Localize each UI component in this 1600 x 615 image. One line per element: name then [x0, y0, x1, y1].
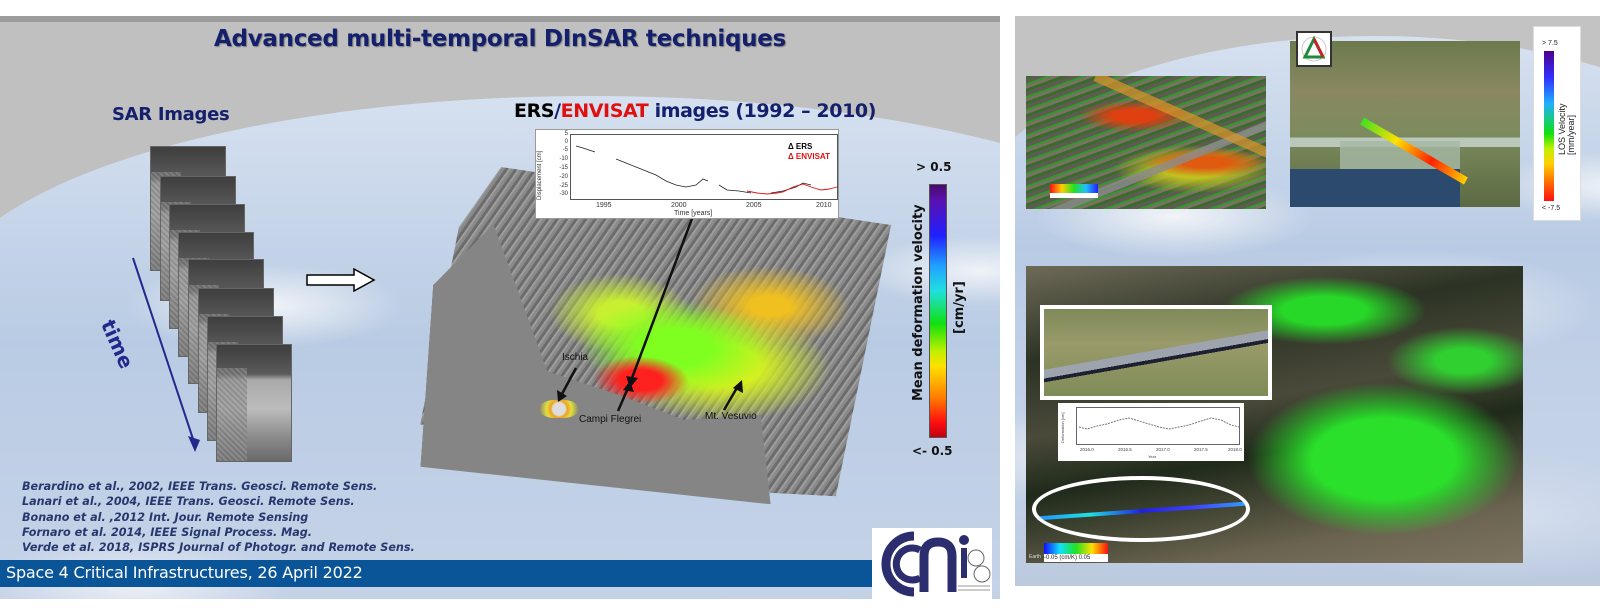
cnr-irea-logo	[872, 528, 992, 599]
y-tick: -20	[559, 174, 568, 180]
displacement-time-series-chart: Displacement [cm] 5 0 -5 -10 -15 -20 -25…	[535, 129, 839, 219]
campi-flegrei-label: Campi Flegrei	[579, 414, 642, 425]
colorbar-title: Mean deformation velocity	[911, 204, 926, 401]
legend-envisat: Δ ENVISAT	[787, 152, 830, 161]
y-tick: -25	[559, 183, 568, 189]
los-min-label: < -7.5	[1542, 205, 1561, 212]
ers-label: ERS	[514, 100, 555, 122]
institution-logo	[1296, 31, 1332, 67]
viaduct-photo	[1044, 309, 1268, 396]
highway-interchange-image	[1026, 76, 1266, 209]
chart-x-label: Time [years]	[674, 210, 713, 217]
reference-item: Bonano et al. ,2012 Int. Jour. Remote Se…	[22, 510, 309, 524]
small-chart-points	[1078, 417, 1240, 430]
envisat-label: ENVISAT	[560, 100, 649, 122]
right-slide: > 7.5 < -7.5 LOS Velocity [mm/year] Defo…	[1015, 16, 1600, 586]
references-list: Berardino et al., 2002, IEEE Trans. Geos…	[22, 479, 415, 555]
los-max-label: > 7.5	[1542, 40, 1558, 47]
viaduct-colorbar	[1044, 543, 1108, 554]
velocity-colorbar	[929, 184, 947, 438]
footer-bar: Space 4 Critical Infrastructures, 26 Apr…	[0, 560, 875, 587]
legend-ers: Δ ERS	[787, 142, 813, 151]
highway-colorbar-label	[1050, 193, 1098, 198]
viaduct-photo-inset	[1040, 305, 1272, 400]
cnr-logo-icon	[881, 531, 991, 597]
reference-item: Lanari et al., 2004, IEEE Trans. Geosci.…	[22, 495, 355, 509]
y-tick: -10	[559, 156, 568, 162]
chart-y-label: Displacement [cm]	[537, 150, 543, 200]
left-slide: Advanced multi-temporal DInSAR technique…	[0, 16, 1000, 599]
time-arrow-icon	[132, 257, 200, 452]
x-tick: 2010	[816, 202, 832, 209]
ischia-label: Ischia	[562, 352, 589, 363]
y-tick: 5	[564, 131, 568, 137]
small-chart-y-label: Deformation [cm]	[1060, 412, 1065, 443]
x-tick: 2016.0	[1080, 447, 1094, 452]
los-colorbar	[1544, 51, 1554, 201]
x-tick: 2017.5	[1194, 447, 1208, 452]
chart-legend: Δ ERS Δ ENVISAT	[788, 142, 830, 162]
chart-points	[575, 145, 838, 195]
x-tick: 2016.5	[1118, 447, 1132, 452]
highway-colorbar	[1050, 184, 1098, 193]
y-tick: -5	[562, 147, 568, 153]
reference-item: Berardino et al., 2002, IEEE Trans. Geos…	[22, 480, 378, 493]
sar-image	[216, 344, 292, 462]
los-velocity-legend: > 7.5 < -7.5 LOS Velocity [mm/year]	[1533, 26, 1581, 221]
dam-image	[1290, 41, 1520, 207]
small-chart-plot-area	[1076, 407, 1240, 445]
slide-title: Advanced multi-temporal DInSAR technique…	[214, 26, 786, 52]
y-tick: 0	[564, 139, 568, 145]
viaduct-colorbar-label: -0.05 (cm/K) 0.05	[1044, 554, 1108, 562]
x-tick: 2017.0	[1156, 447, 1170, 452]
dataset-label: ERS/ENVISAT images (1992 – 2010)	[514, 100, 876, 122]
reservoir-water	[1290, 169, 1460, 207]
x-tick: 1995	[596, 202, 612, 209]
viaduct-deformation-chart: Deformation [cm] 2016.0 2016.5 2017.0 20…	[1058, 403, 1244, 461]
y-tick: -30	[559, 191, 568, 197]
slide-top-bar	[0, 16, 1000, 22]
colorbar-min-label: <- 0.5	[912, 444, 953, 458]
x-tick: 2005	[746, 202, 762, 209]
vesuvio-label: Mt. Vesuvio	[705, 411, 757, 422]
colorbar-unit: [cm/yr]	[952, 281, 967, 334]
dataset-years: images (1992 – 2010)	[648, 100, 877, 122]
reference-item: Fornaro et al. 2014, IEEE Signal Process…	[22, 525, 313, 539]
triangle-logo-icon	[1301, 35, 1327, 62]
right-arrow-icon	[306, 268, 376, 292]
ischia-island	[540, 400, 578, 418]
small-chart-x-label: Year	[1148, 454, 1157, 459]
los-title: LOS Velocity [mm/year]	[1557, 103, 1576, 155]
reference-item: Verde et al. 2018, ISPRS Journal of Phot…	[22, 541, 415, 555]
footer-text: Space 4 Critical Infrastructures, 26 Apr…	[6, 563, 363, 582]
imagery-credit: Earth	[1029, 554, 1041, 560]
x-tick: 2018.0	[1228, 447, 1242, 452]
separator: /	[554, 100, 561, 122]
pointer-arrows-icon	[557, 207, 743, 412]
chart-plot-area	[570, 134, 838, 200]
x-tick: 2000	[671, 202, 687, 209]
sar-images-label: SAR Images	[112, 104, 230, 125]
colorbar-max-label: > 0.5	[916, 160, 952, 174]
highlight-ellipse	[1032, 476, 1250, 542]
y-tick: -15	[559, 165, 568, 171]
